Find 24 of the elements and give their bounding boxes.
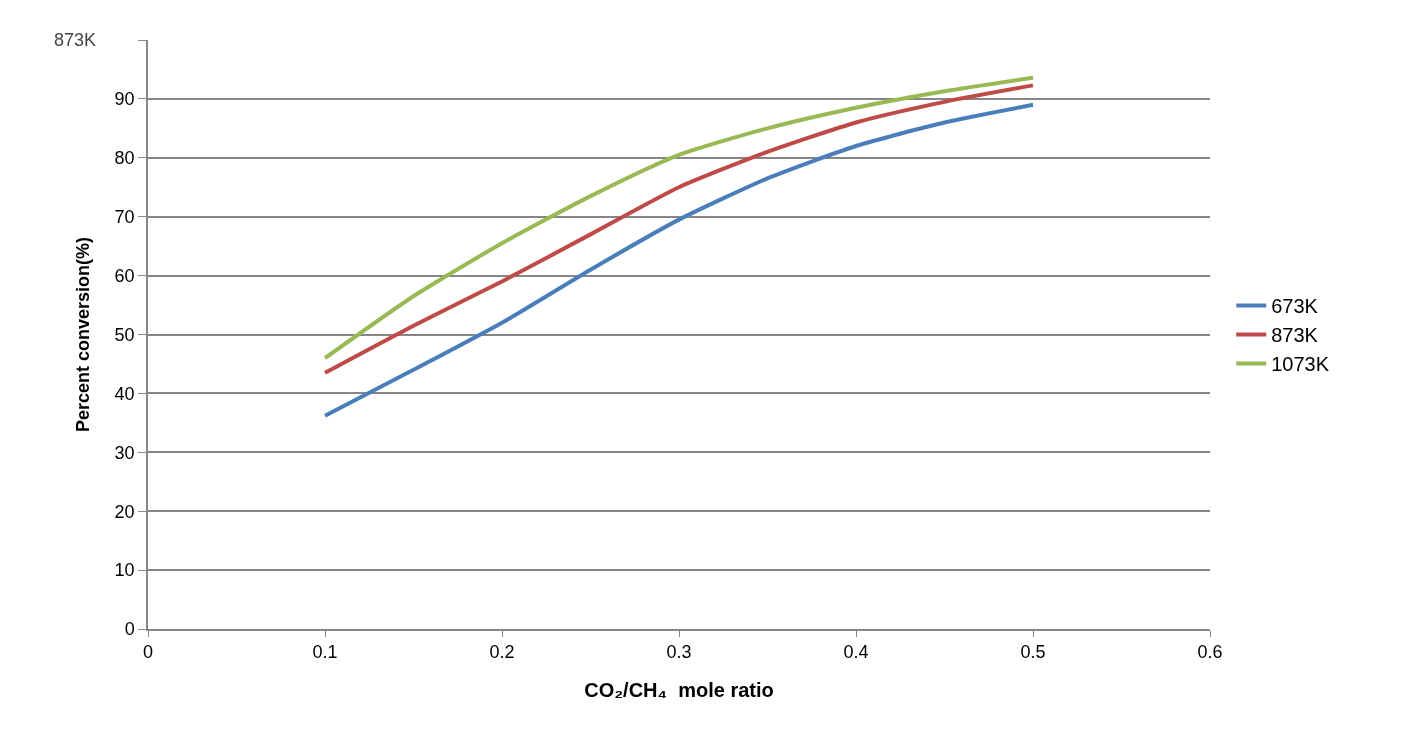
- y-axis-title: Percent conversion(%): [73, 236, 94, 433]
- legend-label: 673K: [1271, 295, 1319, 318]
- x-tick-label: 0: [142, 642, 154, 663]
- line-series: [323, 102, 1035, 418]
- y-tick-label: 0: [124, 619, 135, 640]
- y-tick-label: 10: [114, 560, 135, 581]
- y-tick-label: 80: [114, 148, 135, 169]
- x-tick-label: 0.5: [1020, 642, 1046, 663]
- y-tick-label: 40: [114, 383, 135, 404]
- text: 873K: [54, 30, 97, 50]
- y-tick-label: 60: [114, 265, 135, 286]
- x-tick-label: 0.1: [312, 642, 338, 663]
- y-tick-label: 20: [114, 501, 135, 522]
- x-tick-label: 0.3: [666, 642, 692, 663]
- x-tick-label: 0.6: [1197, 642, 1223, 663]
- x-axis-title: CO₂/CH₄ mole ratio: [584, 679, 774, 702]
- x-tick-label: 0.2: [489, 642, 515, 663]
- legend-label: 873K: [1271, 324, 1319, 347]
- y-tick-label: 90: [114, 89, 135, 110]
- x-tick-label: 0.4: [843, 642, 869, 663]
- y-tick-label: 70: [114, 207, 135, 227]
- legend-label: 1073K: [1271, 353, 1330, 376]
- y-tick-label: 30: [114, 442, 135, 463]
- y-tick-label: 50: [114, 324, 135, 345]
